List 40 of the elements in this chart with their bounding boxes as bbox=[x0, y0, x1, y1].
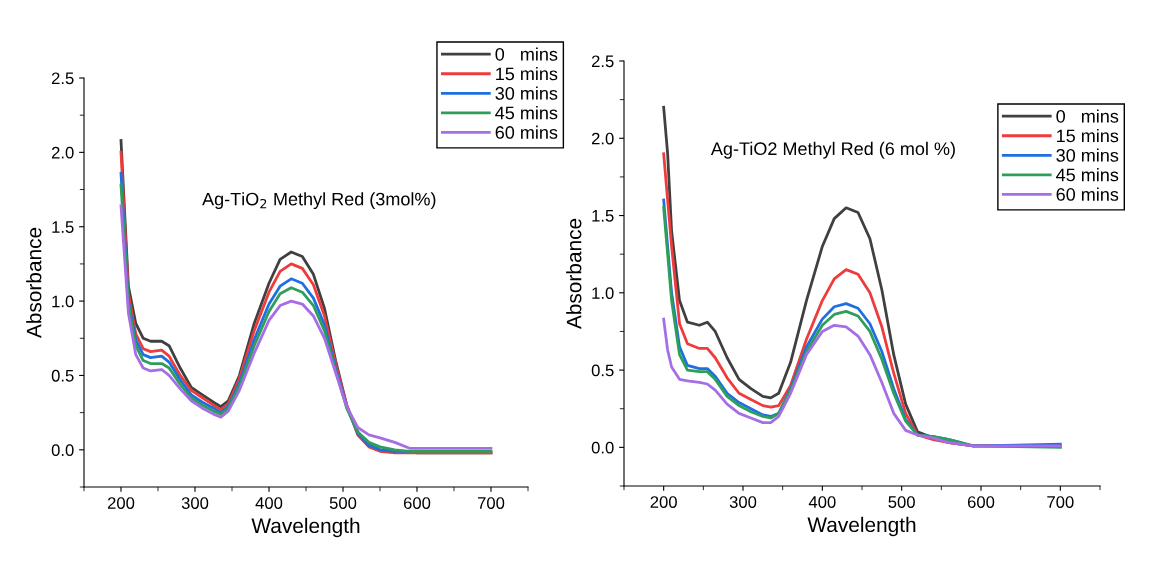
y-tick-label: 0.5 bbox=[51, 369, 74, 382]
y-tick-label: 1.0 bbox=[592, 287, 614, 300]
y-tick-label: 2.5 bbox=[591, 55, 614, 68]
y-tick-label: 2.0 bbox=[51, 146, 74, 159]
y-tick-label: 2.5 bbox=[51, 72, 74, 85]
x-tick-label: 700 bbox=[477, 497, 505, 509]
x-axis-title: Wavelength bbox=[807, 516, 916, 537]
y-tick-label: 2.0 bbox=[591, 132, 614, 145]
legend-label: 60 mins bbox=[1056, 187, 1119, 201]
x-tick-label: 400 bbox=[808, 496, 836, 508]
x-tick-label: 300 bbox=[729, 496, 757, 508]
y-tick-label: 1.5 bbox=[52, 221, 74, 233]
text: Ag-TiO2 Methyl Red (6 mol %) bbox=[710, 141, 955, 159]
y-tick-label: 0.0 bbox=[51, 444, 74, 457]
legend-label: 45 mins bbox=[495, 106, 558, 120]
x-tick-label: 200 bbox=[650, 496, 677, 508]
x-axis-title: Wavelength bbox=[251, 517, 360, 538]
x-tick-label: 700 bbox=[1047, 496, 1074, 508]
x-tick-label: 600 bbox=[403, 497, 431, 509]
x-tick-label: 200 bbox=[107, 497, 135, 509]
legend-label: 30 mins bbox=[1056, 148, 1119, 162]
x-tick-label: 500 bbox=[329, 497, 357, 509]
legend-label: 15 mins bbox=[496, 66, 558, 81]
y-tick-label: 1.0 bbox=[52, 295, 74, 308]
legend-label: 30 mins bbox=[495, 86, 558, 100]
y-tick-label: 1.5 bbox=[592, 210, 614, 222]
y-tick-label: 0.0 bbox=[591, 441, 614, 454]
legend-label: 60 mins bbox=[495, 125, 558, 139]
legend-label: 0 mins bbox=[1056, 109, 1119, 123]
x-tick-label: 300 bbox=[181, 497, 209, 509]
y-axis-title: Absorbance bbox=[26, 227, 42, 339]
x-tick-label: 400 bbox=[255, 497, 283, 509]
x-tick-label: 500 bbox=[888, 496, 915, 508]
y-axis-title: Absorbance bbox=[566, 218, 582, 330]
text: Ag-TiO$_{2}$ Methyl Red (3mol%) bbox=[202, 192, 436, 210]
legend-label: 0 mins bbox=[495, 47, 558, 61]
y-tick-label: 0.5 bbox=[591, 364, 614, 377]
x-tick-label: 600 bbox=[967, 496, 995, 508]
legend-label: 45 mins bbox=[1056, 168, 1119, 182]
legend-label: 15 mins bbox=[1057, 128, 1119, 143]
